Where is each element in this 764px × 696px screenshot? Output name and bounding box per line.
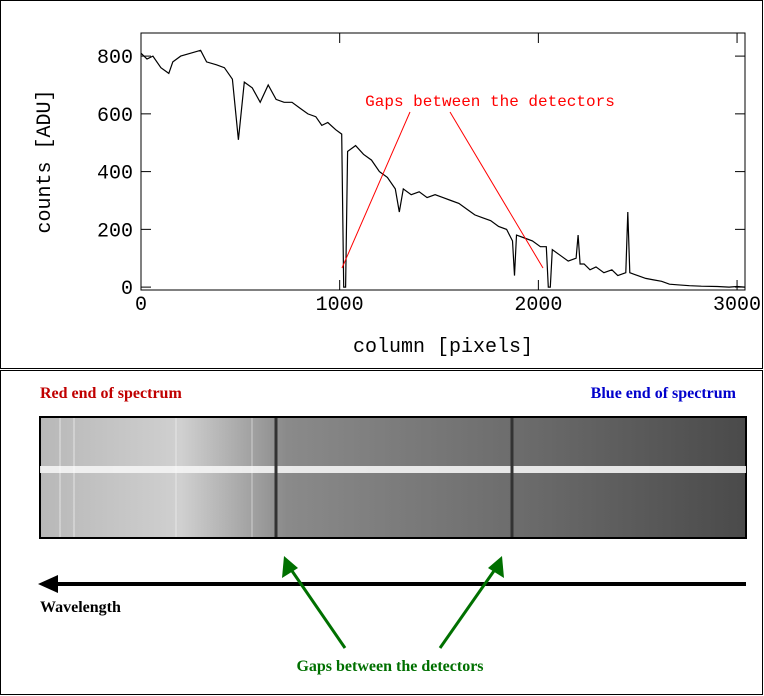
arrow-head xyxy=(282,556,298,578)
spectrum-trace xyxy=(40,466,746,473)
y-tick-label: 0 xyxy=(121,278,133,301)
x-axis-label: column [pixels] xyxy=(353,336,533,359)
arrow-head xyxy=(38,575,58,593)
y-tick-label: 400 xyxy=(97,163,133,186)
bottom-panel xyxy=(0,370,763,695)
annotation-line xyxy=(449,111,544,269)
blue-label: Blue end of spectrum xyxy=(591,385,737,402)
annotation-line xyxy=(341,111,411,269)
y-tick-label: 800 xyxy=(97,47,133,70)
gaps-label: Gaps between the detectors xyxy=(296,658,483,675)
top-panel xyxy=(0,0,763,369)
y-axis-label: counts [ADU] xyxy=(34,89,57,233)
x-tick-label: 3000 xyxy=(713,294,761,317)
spectrum-line xyxy=(140,49,746,288)
gap-arrow xyxy=(438,567,498,649)
arrow-head xyxy=(488,556,504,578)
x-tick-label: 1000 xyxy=(316,294,364,317)
annotation: Gaps between the detectors xyxy=(365,93,615,111)
x-tick-label: 2000 xyxy=(514,294,562,317)
y-tick-label: 600 xyxy=(97,105,133,128)
x-tick-label: 0 xyxy=(135,294,147,317)
gap-arrow xyxy=(288,567,347,649)
y-tick-label: 200 xyxy=(97,220,133,243)
spectrum-image xyxy=(39,416,747,539)
plot-frame xyxy=(140,32,746,291)
red-label: Red end of spectrum xyxy=(40,385,182,402)
wavelength-label: Wavelength xyxy=(40,599,121,616)
plot: 0 1000 2000 3000 0 200 400 600 800 column [pixels… xyxy=(34,32,761,359)
